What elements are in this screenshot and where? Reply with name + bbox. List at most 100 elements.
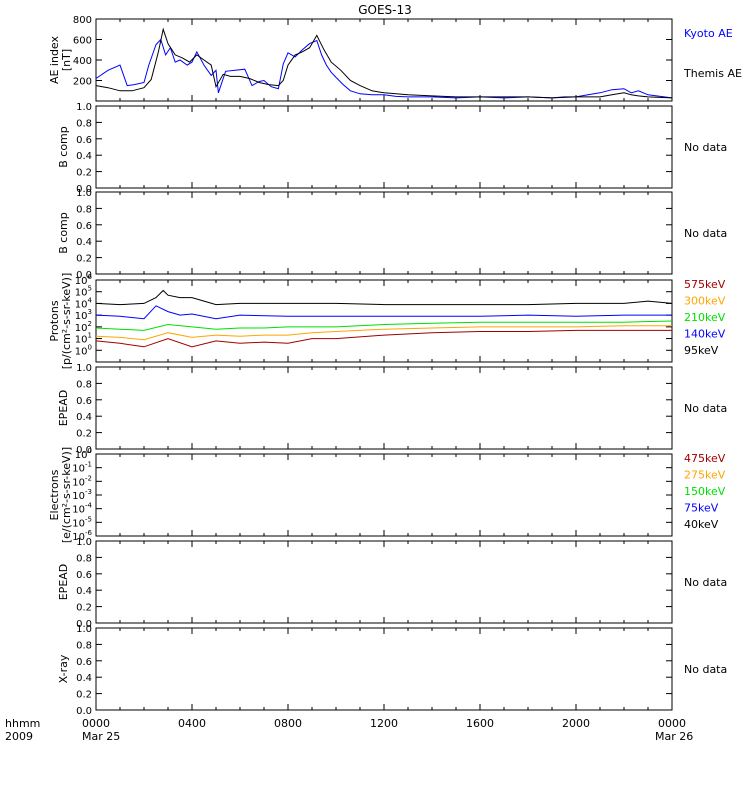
xray-no-data: No data bbox=[684, 663, 727, 676]
bcomp2-ytick-label: 0.8 bbox=[76, 204, 92, 215]
ae-ytick-label: 400 bbox=[73, 56, 92, 67]
epead1-ytick-label: 0.6 bbox=[76, 396, 92, 407]
bcomp1-ytick-label: 0.2 bbox=[76, 168, 92, 179]
epead1-ytick-label: 0.8 bbox=[76, 379, 92, 390]
epead2-ylabel: EPEAD bbox=[57, 564, 70, 601]
electrons-legend-entry: 150keV bbox=[684, 485, 726, 498]
electrons-ytick-exponent: -6 bbox=[85, 529, 93, 537]
end-date-label: Mar 26 bbox=[655, 730, 693, 743]
xray-frame bbox=[95, 627, 673, 711]
bcomp2-ytick-label: 0.6 bbox=[76, 221, 92, 232]
electrons-ytick-label: 10-5 bbox=[72, 515, 92, 529]
epead2-ytick-label: 1.0 bbox=[76, 537, 92, 548]
time-tick-label: 1600 bbox=[466, 717, 494, 730]
time-axis: hhmm 2009 Mar 25 Mar 26 0000 0400 0800 1200… bbox=[5, 717, 693, 743]
year-label: 2009 bbox=[5, 730, 33, 743]
bcomp2-panel: 0.0 0.2 0.4 0.6 0.8 1.0 B comp No data bbox=[57, 188, 727, 281]
electrons-ytick-exponent: -3 bbox=[85, 488, 92, 496]
bcomp1-ytick-label: 0.6 bbox=[76, 135, 92, 146]
ae-series-line bbox=[95, 27, 673, 99]
epead1-ytick-label: 1.0 bbox=[76, 363, 92, 374]
electrons-ytick-exponent: 0 bbox=[88, 447, 92, 455]
epead2-ytick-label: 0.4 bbox=[76, 586, 92, 597]
electrons-legend-entry: 75keV bbox=[684, 502, 719, 515]
protons-series-line bbox=[95, 305, 672, 320]
protons-ytick-exponent: 6 bbox=[88, 273, 93, 281]
time-tick-label: 0000 bbox=[658, 717, 686, 730]
electrons-legend-entry: 40keV bbox=[684, 518, 719, 531]
protons-series-line bbox=[95, 289, 673, 306]
epead1-panel: 0.0 0.2 0.4 0.6 0.8 1.0 EPEAD No data bbox=[57, 363, 727, 456]
protons-ylabel: [p/(cm²-s-sr-keV)] bbox=[60, 273, 73, 370]
epead2-ytick-label: 0.8 bbox=[76, 553, 92, 564]
page-title: GOES-13 bbox=[358, 3, 412, 17]
epead2-panel: 0.0 0.2 0.4 0.6 0.8 1.0 EPEAD No data bbox=[57, 537, 727, 630]
ae-ylabel: [nT] bbox=[60, 49, 73, 71]
hhmm-label: hhmm bbox=[5, 717, 40, 730]
protons-ylabel: Protons bbox=[48, 300, 61, 341]
epead1-frame bbox=[95, 366, 673, 450]
electrons-ytick-label: 10-3 bbox=[72, 488, 92, 502]
protons-series-line bbox=[95, 329, 672, 348]
protons-legend-entry: 300keV bbox=[684, 295, 726, 308]
electrons-ylabel: [e/(cm²-s-sr-keV)] bbox=[60, 447, 73, 543]
epead1-ylabel: EPEAD bbox=[57, 390, 70, 427]
epead2-ytick-label: 0.2 bbox=[76, 603, 92, 614]
bcomp2-no-data: No data bbox=[684, 227, 727, 240]
electrons-legend-entry: 275keV bbox=[684, 469, 726, 482]
electrons-frame bbox=[95, 453, 673, 537]
ae-legend-entry: Themis AE bbox=[683, 67, 742, 80]
protons-ytick-exponent: 3 bbox=[88, 308, 92, 316]
epead1-ytick-label: 0.2 bbox=[76, 429, 92, 440]
xray-ylabel: X-ray bbox=[57, 654, 70, 683]
ae-ytick-label: 200 bbox=[73, 77, 92, 88]
bcomp1-panel: 0.0 0.2 0.4 0.6 0.8 1.0 B comp No data bbox=[57, 102, 727, 195]
bcomp2-ytick-label: 1.0 bbox=[76, 188, 92, 199]
protons-legend-entry: 95keV bbox=[684, 344, 719, 357]
bcomp1-ytick-label: 1.0 bbox=[76, 102, 92, 113]
bcomp1-ytick-label: 0.0 bbox=[76, 184, 92, 195]
time-tick-label: 0400 bbox=[178, 717, 206, 730]
protons-series-line bbox=[95, 320, 673, 331]
electrons-ytick-exponent: -4 bbox=[85, 502, 93, 510]
xray-ytick-label: 0.4 bbox=[76, 673, 92, 684]
ae-panel: 200 400 600 800 AE index [nT] Kyoto AE Themis A… bbox=[48, 15, 742, 102]
electrons-ytick-label: 10-2 bbox=[72, 474, 92, 488]
xray-ytick-label: 1.0 bbox=[76, 624, 92, 635]
epead2-no-data: No data bbox=[684, 576, 727, 589]
protons-legend-entry: 210keV bbox=[684, 311, 726, 324]
bcomp1-ylabel: B comp bbox=[57, 126, 70, 168]
protons-ytick-exponent: 0 bbox=[88, 343, 92, 351]
electrons-ytick-label: 100 bbox=[75, 447, 92, 461]
bcomp1-no-data: No data bbox=[684, 141, 727, 154]
epead1-no-data: No data bbox=[684, 402, 727, 415]
electrons-ytick-exponent: -1 bbox=[85, 461, 92, 469]
electrons-ytick-label: 10-1 bbox=[72, 461, 92, 475]
epead2-frame bbox=[95, 540, 673, 624]
electrons-ytick-exponent: -5 bbox=[85, 515, 92, 523]
protons-legend-entry: 575keV bbox=[684, 278, 726, 291]
electrons-ylabel: Electrons bbox=[48, 469, 61, 520]
time-tick-label: 1200 bbox=[370, 717, 398, 730]
bcomp2-ylabel: B comp bbox=[57, 212, 70, 254]
xray-ytick-label: 0.2 bbox=[76, 690, 92, 701]
time-tick-label: 0000 bbox=[82, 717, 110, 730]
epead1-ytick-label: 0.0 bbox=[76, 445, 92, 456]
ae-series-line bbox=[95, 38, 673, 99]
electrons-legend-entry: 475keV bbox=[684, 452, 726, 465]
start-date-label: Mar 25 bbox=[82, 730, 120, 743]
protons-series-line bbox=[95, 325, 672, 341]
bcomp1-ytick-label: 0.8 bbox=[76, 118, 92, 129]
time-tick-label: 0800 bbox=[274, 717, 302, 730]
xray-ytick-label: 0.8 bbox=[76, 640, 92, 651]
electrons-ytick-exponent: -2 bbox=[85, 474, 92, 482]
xray-ytick-label: 0.6 bbox=[76, 657, 92, 668]
ae-legend-entry: Kyoto AE bbox=[684, 27, 733, 40]
xray-ytick-label: 0.0 bbox=[76, 706, 92, 717]
time-tick-label: 2000 bbox=[562, 717, 590, 730]
bcomp2-ytick-label: 0.0 bbox=[76, 270, 92, 281]
protons-ytick-exponent: 4 bbox=[88, 296, 93, 304]
